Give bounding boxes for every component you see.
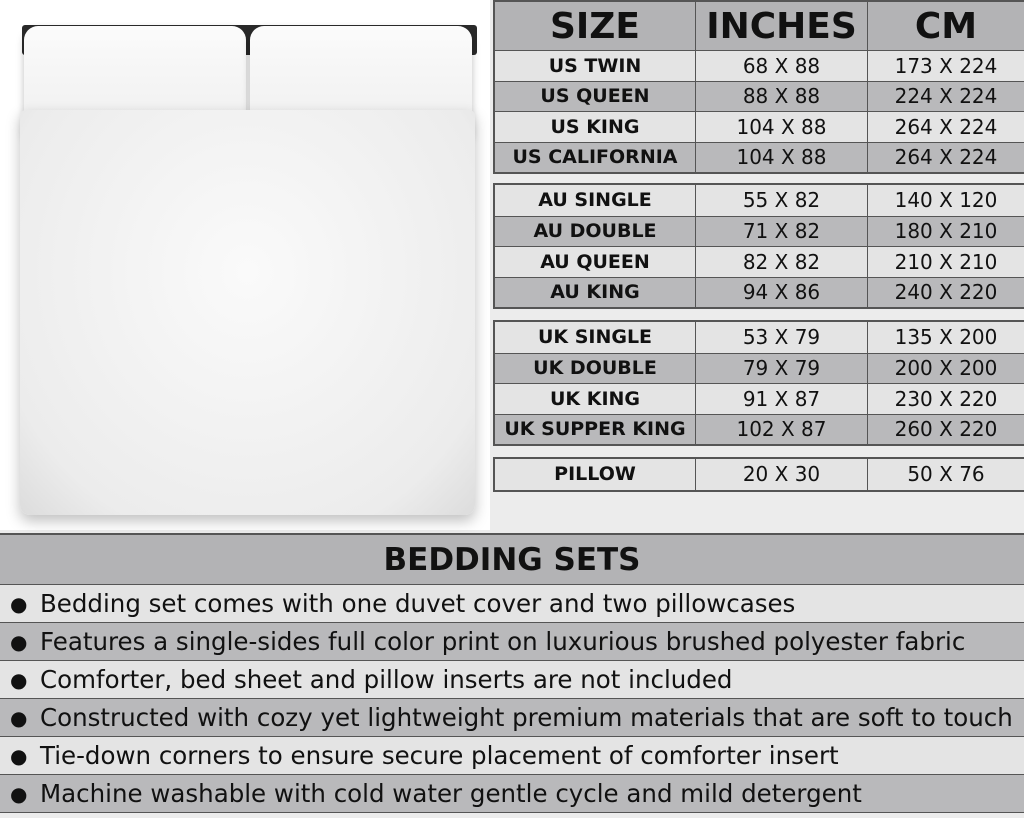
bullet-icon: ● [10,705,28,730]
size-table-group: PILLOW 20 X 30 50 X 76 [493,457,1024,492]
size-row: UK KING 91 X 87 230 X 220 [495,383,1024,414]
size-name: UK SUPPER KING [504,418,686,441]
bedding-product-image [0,0,490,530]
feature-item: ● Comforter, bed sheet and pillow inserts… [0,661,1024,699]
cm-value: 224 X 224 [867,81,1024,111]
feature-text: Comforter, bed sheet and pillow inserts … [40,665,733,694]
size-row: UK SUPPER KING 102 X 87 260 X 220 [495,413,1024,444]
cm-value: 200 X 200 [867,353,1024,383]
cm-value: 180 X 210 [867,216,1024,246]
size-table-group: SIZE INCHES CM US TWIN 68 X 88 173 X 224 US QU… [493,0,1024,174]
feature-item: ● Constructed with cozy yet lightweight p… [0,699,1024,737]
cm-value: 264 X 224 [867,112,1024,142]
inches-value: 102 X 87 [695,414,867,444]
size-name: UK KING [549,387,641,410]
bedding-sets-panel: BEDDING SETS ● Bedding set comes with one… [0,533,1024,813]
bullet-icon: ● [10,629,28,654]
feature-text: Bedding set comes with one duvet cover a… [40,589,796,618]
size-name: AU SINGLE [538,189,652,212]
feature-text: Tie-down corners to ensure secure placem… [40,741,839,770]
size-name: AU KING [550,281,640,304]
bedding-sets-title: BEDDING SETS [0,535,1024,585]
size-table-header: SIZE INCHES CM [495,2,1024,50]
cm-value: 260 X 220 [867,414,1024,444]
inches-value: 71 X 82 [695,216,867,246]
cm-value: 230 X 220 [867,384,1024,414]
size-row: US CALIFORNIA 104 X 88 264 X 224 [495,141,1024,172]
size-row: AU QUEEN 82 X 82 210 X 210 [495,246,1024,277]
duvet-cover [20,110,475,515]
inches-value: 55 X 82 [695,185,867,216]
inches-value: 68 X 88 [695,51,867,81]
size-table-group: UK SINGLE 53 X 79 135 X 200 UK DOUBLE 79 X 7… [493,320,1024,446]
size-name: US QUEEN [540,85,650,108]
feature-item: ● Bedding set comes with one duvet cover … [0,585,1024,623]
cm-value: 50 X 76 [867,459,1024,490]
header-cm: CM [867,2,1024,50]
inches-value: 91 X 87 [695,384,867,414]
size-row: US KING 104 X 88 264 X 224 [495,111,1024,142]
size-row: AU KING 94 X 86 240 X 220 [495,276,1024,307]
size-name: PILLOW [554,463,636,486]
bullet-icon: ● [10,667,28,692]
cm-value: 140 X 120 [867,185,1024,216]
size-row: US TWIN 68 X 88 173 X 224 [495,50,1024,81]
inches-value: 94 X 86 [695,277,867,307]
size-row: UK DOUBLE 79 X 79 200 X 200 [495,352,1024,383]
header-size: SIZE [549,5,641,47]
size-name: US CALIFORNIA [512,146,678,169]
size-row: UK SINGLE 53 X 79 135 X 200 [495,322,1024,353]
cm-value: 264 X 224 [867,142,1024,172]
size-table-group: AU SINGLE 55 X 82 140 X 120 AU DOUBLE 71 X 8… [493,183,1024,309]
size-row: PILLOW 20 X 30 50 X 76 [495,459,1024,490]
size-row: AU SINGLE 55 X 82 140 X 120 [495,185,1024,216]
cm-value: 135 X 200 [867,322,1024,353]
size-row: US QUEEN 88 X 88 224 X 224 [495,80,1024,111]
size-name: US TWIN [548,54,642,77]
size-name: UK SINGLE [537,326,653,349]
size-name: AU DOUBLE [533,220,657,243]
size-name: AU QUEEN [540,250,650,273]
cm-value: 173 X 224 [867,51,1024,81]
feature-text: Constructed with cozy yet lightweight pr… [40,703,1013,732]
inches-value: 88 X 88 [695,81,867,111]
bullet-icon: ● [10,743,28,768]
feature-text: Features a single-sides full color print… [40,627,966,656]
size-name: UK DOUBLE [533,357,657,380]
cm-value: 210 X 210 [867,247,1024,277]
bullet-icon: ● [10,591,28,616]
feature-text: Machine washable with cold water gentle … [40,779,862,808]
cm-value: 240 X 220 [867,277,1024,307]
inches-value: 104 X 88 [695,142,867,172]
inches-value: 79 X 79 [695,353,867,383]
size-row: AU DOUBLE 71 X 82 180 X 210 [495,215,1024,246]
inches-value: 82 X 82 [695,247,867,277]
inches-value: 53 X 79 [695,322,867,353]
inches-value: 104 X 88 [695,112,867,142]
feature-item: ● Machine washable with cold water gentle… [0,775,1024,813]
inches-value: 20 X 30 [695,459,867,490]
feature-item: ● Features a single-sides full color prin… [0,623,1024,661]
size-name: US KING [550,115,640,138]
bullet-icon: ● [10,781,28,806]
header-inches: INCHES [695,2,867,50]
feature-item: ● Tie-down corners to ensure secure place… [0,737,1024,775]
